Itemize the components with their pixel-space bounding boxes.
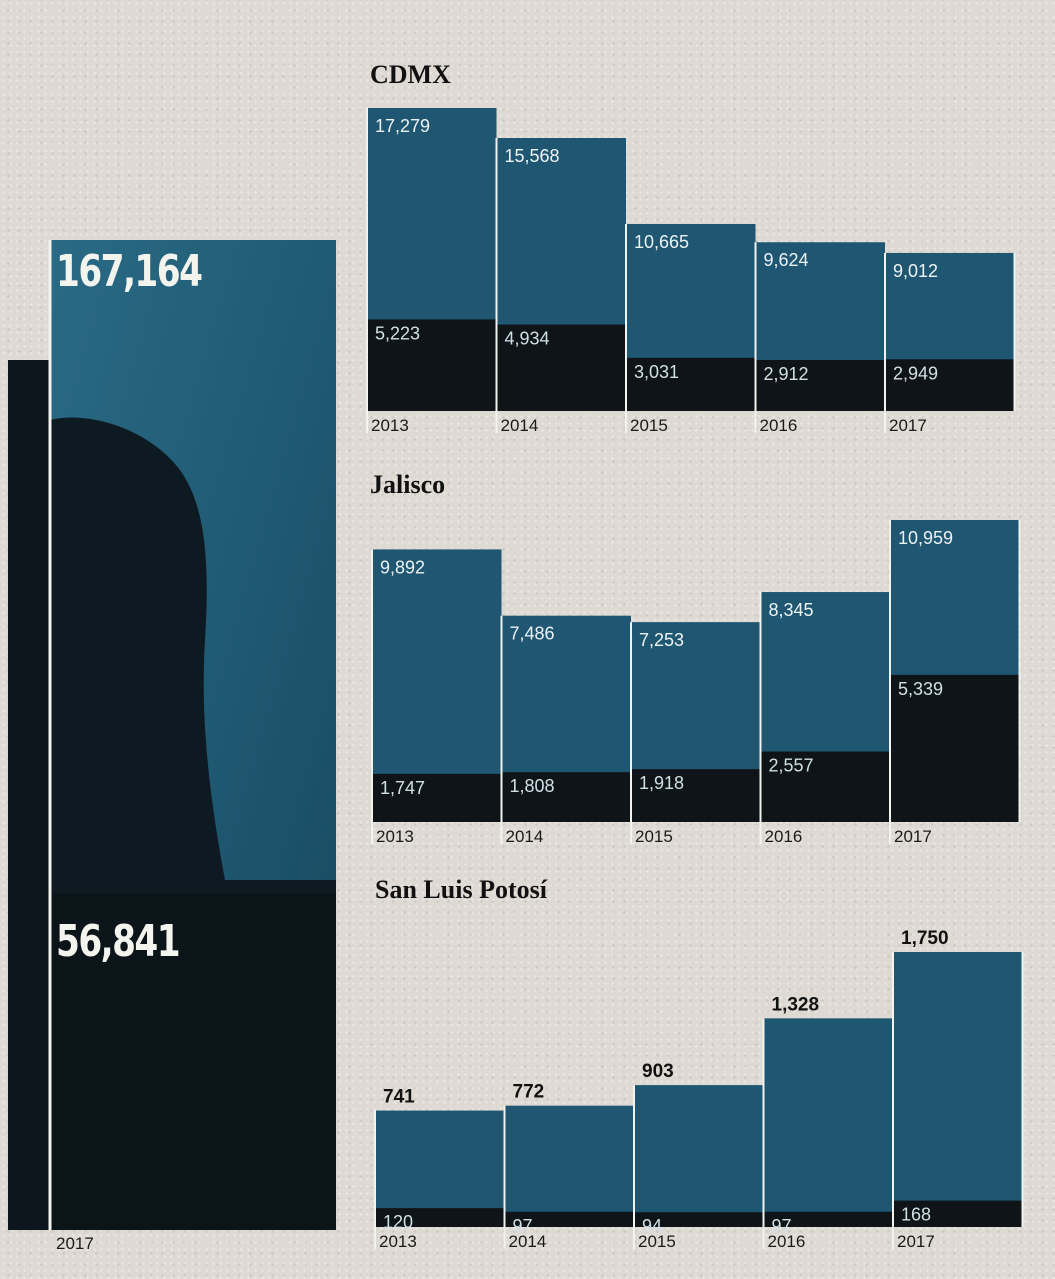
x-tick-label: 2017 [889, 416, 927, 435]
data-label-total: 17,279 [375, 116, 430, 136]
data-label-subset: 3,031 [634, 362, 679, 382]
subset-bar [50, 893, 336, 1230]
x-tick-label: 2014 [506, 827, 544, 846]
bar-subset [367, 319, 497, 411]
data-label-total: 9,892 [380, 557, 425, 577]
bar-subset [760, 751, 890, 822]
bar-subset [890, 674, 1020, 822]
data-label-total: 1,328 [772, 994, 820, 1015]
data-label-subset: 1,808 [510, 776, 555, 796]
data-label-subset: 97 [513, 1216, 533, 1236]
data-label-total: 903 [642, 1061, 674, 1082]
bar-subset [631, 769, 761, 822]
x-tick-label: 2014 [509, 1232, 547, 1251]
x-tick-label: 2016 [760, 416, 798, 435]
data-label-subset: 5,339 [898, 679, 943, 699]
data-label-subset: 5,223 [375, 323, 420, 343]
bar-total [504, 1105, 634, 1227]
data-label-subset: 4,934 [505, 328, 550, 348]
x-tick-label: 2015 [630, 416, 668, 435]
photo-edge [8, 360, 50, 1230]
x-tick-label: 2016 [765, 827, 803, 846]
bar-subset [501, 772, 631, 822]
data-label-total: 7,486 [510, 624, 555, 644]
bar-subset [372, 773, 502, 822]
data-label-total: 15,568 [505, 146, 560, 166]
bar-total [375, 1110, 505, 1227]
chart-title-cdmx: CDMX [370, 60, 451, 89]
bar-subset [763, 1211, 893, 1227]
summary-panel: 167,164 56,841 2017 [0, 0, 345, 1279]
bar-subset [885, 359, 1015, 411]
data-label-subset: 1,747 [380, 778, 425, 798]
bar-subset [504, 1211, 634, 1227]
x-tick-label: 2017 [897, 1232, 935, 1251]
bar-subset [626, 357, 756, 411]
data-label-total: 9,624 [764, 250, 809, 270]
data-label-subset: 120 [383, 1212, 413, 1232]
x-tick-label: 2013 [376, 827, 414, 846]
x-tick-label: 2017 [894, 827, 932, 846]
data-label-subset: 94 [642, 1216, 662, 1236]
chart-title-jalisco: Jalisco [370, 470, 446, 499]
data-label-total: 9,012 [893, 261, 938, 281]
bar-subset [755, 359, 885, 411]
data-label-total: 10,959 [898, 528, 953, 548]
x-tick-label: 2013 [379, 1232, 417, 1251]
data-label-total: 7,253 [639, 630, 684, 650]
bar-subset [375, 1208, 505, 1227]
data-label-total: 10,665 [634, 232, 689, 252]
data-label-subset: 168 [901, 1205, 931, 1225]
total-value: 167,164 [56, 246, 203, 297]
bar-total [763, 1018, 893, 1227]
x-tick-label: 2014 [501, 416, 539, 435]
data-label-total: 8,345 [769, 600, 814, 620]
data-label-total: 741 [383, 1087, 415, 1108]
subset-value: 56,841 [56, 916, 181, 967]
x-tick-label: 2015 [635, 827, 673, 846]
data-label-subset: 2,912 [764, 364, 809, 384]
bar-total [893, 952, 1023, 1227]
bar-subset [634, 1212, 764, 1227]
data-label-total: 1,750 [901, 928, 949, 949]
x-tick-label: 2013 [371, 416, 409, 435]
bar-subset [893, 1200, 1023, 1227]
summary-year: 2017 [56, 1234, 94, 1253]
data-label-subset: 1,918 [639, 773, 684, 793]
data-label-subset: 2,557 [769, 756, 814, 776]
bar-total [634, 1085, 764, 1227]
data-label-total: 772 [513, 1082, 545, 1103]
chart-title-slp: San Luis Potosí [375, 875, 547, 904]
bar-subset [496, 324, 626, 411]
data-label-subset: 97 [772, 1216, 792, 1236]
data-label-subset: 2,949 [893, 363, 938, 383]
x-tick-label: 2015 [638, 1232, 676, 1251]
summary-graphic [8, 240, 336, 1230]
x-tick-label: 2016 [768, 1232, 806, 1251]
